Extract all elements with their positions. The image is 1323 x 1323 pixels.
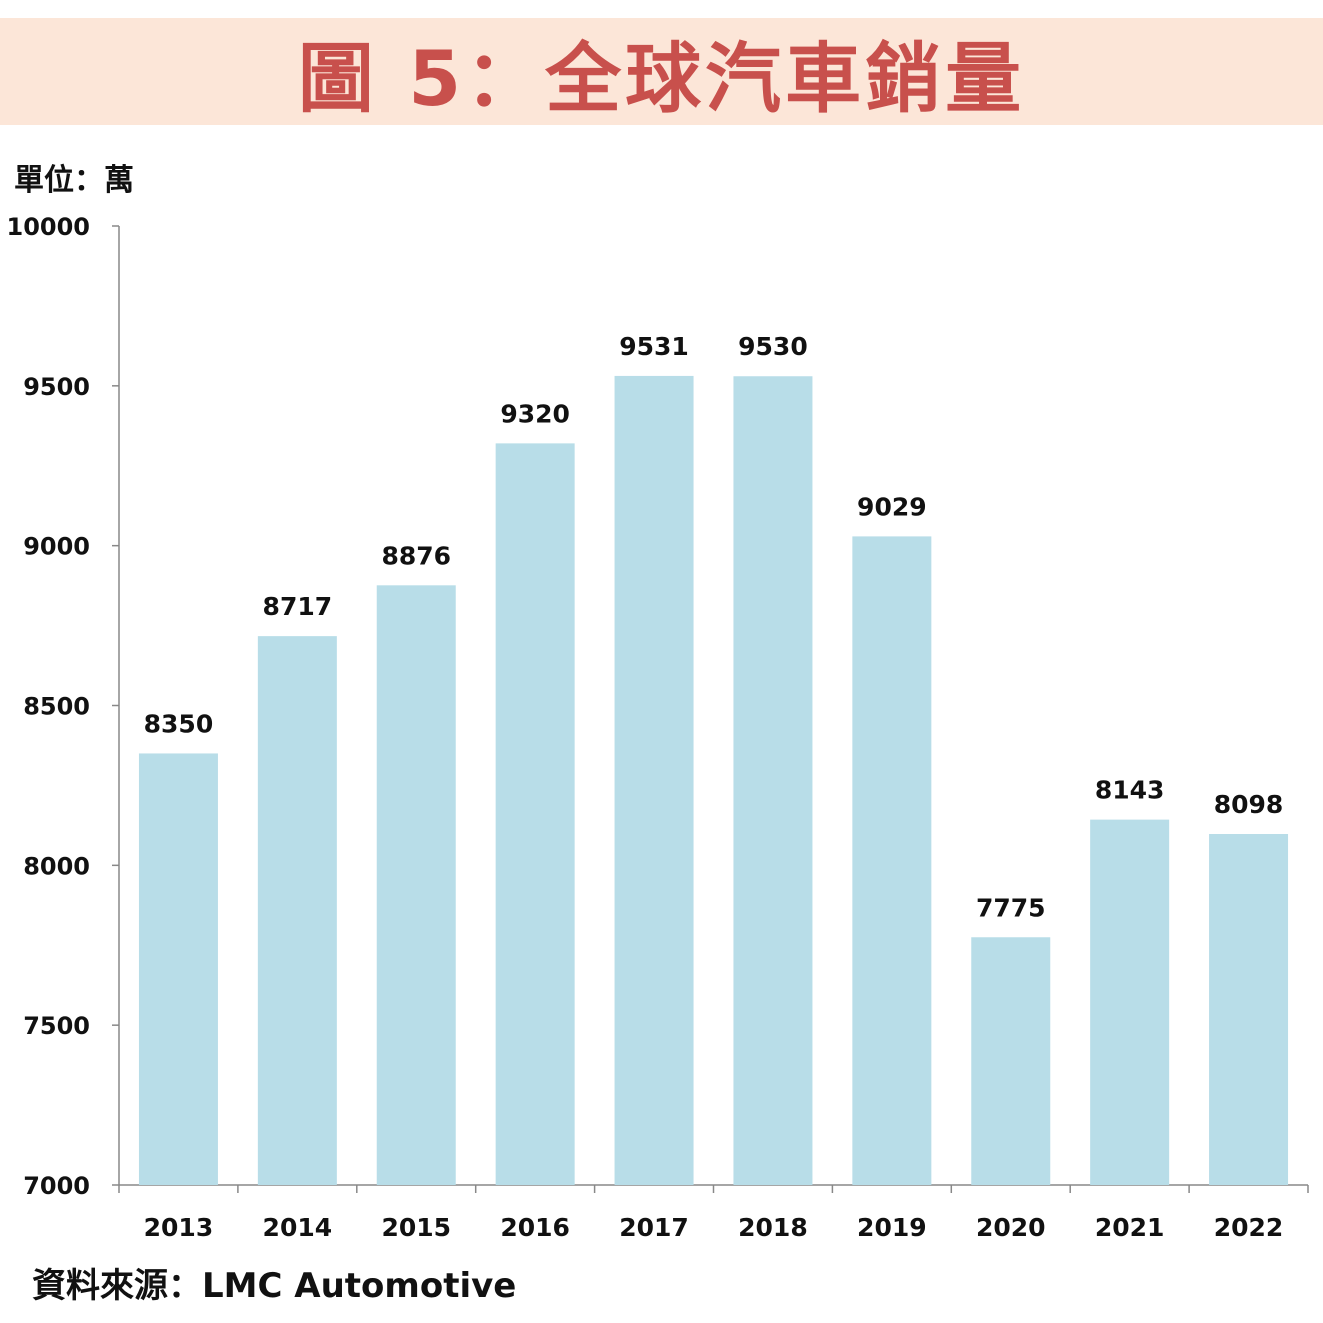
y-tick-label: 7000 (23, 1172, 90, 1200)
data-label: 8717 (263, 592, 333, 621)
data-label: 9531 (619, 332, 689, 361)
x-tick-label: 2016 (500, 1213, 570, 1242)
x-tick-label: 2020 (976, 1213, 1046, 1242)
bar (376, 585, 456, 1185)
bar (733, 376, 813, 1185)
bar (138, 753, 218, 1185)
data-label: 8350 (144, 709, 214, 738)
bar (971, 937, 1051, 1185)
bar (495, 443, 575, 1186)
x-tick-label: 2019 (857, 1213, 927, 1242)
bar (1209, 834, 1289, 1185)
x-tick-label: 2017 (619, 1213, 689, 1242)
x-tick-label: 2014 (263, 1213, 333, 1242)
data-label: 9530 (738, 332, 808, 361)
source-label: 資料來源：LMC Automotive (32, 1266, 517, 1306)
y-tick-label: 8000 (23, 852, 90, 880)
y-tick-label: 10000 (7, 213, 91, 241)
y-tick-label: 7500 (23, 1012, 90, 1040)
y-tick-label: 9500 (23, 373, 90, 401)
data-label: 8143 (1095, 776, 1165, 805)
data-label: 8876 (381, 541, 451, 570)
x-tick-label: 2013 (144, 1213, 214, 1242)
y-tick-label: 8500 (23, 693, 90, 721)
x-tick-label: 2021 (1095, 1213, 1165, 1242)
bar (614, 375, 694, 1185)
data-label: 8098 (1214, 790, 1284, 819)
data-label: 9029 (857, 492, 927, 521)
y-tick-label: 9000 (23, 533, 90, 561)
bar (1090, 819, 1170, 1185)
unit-label: 單位：萬 (14, 163, 134, 198)
x-tick-label: 2018 (738, 1213, 808, 1242)
data-label: 9320 (500, 399, 570, 428)
bar (852, 536, 932, 1185)
x-tick-label: 2015 (381, 1213, 451, 1242)
title-band: 圖 5：全球汽車銷量 (0, 18, 1323, 125)
data-label: 7775 (976, 893, 1046, 922)
chart-title: 圖 5：全球汽車銷量 (297, 33, 1026, 123)
x-tick-label: 2022 (1214, 1213, 1284, 1242)
bar (257, 636, 337, 1185)
